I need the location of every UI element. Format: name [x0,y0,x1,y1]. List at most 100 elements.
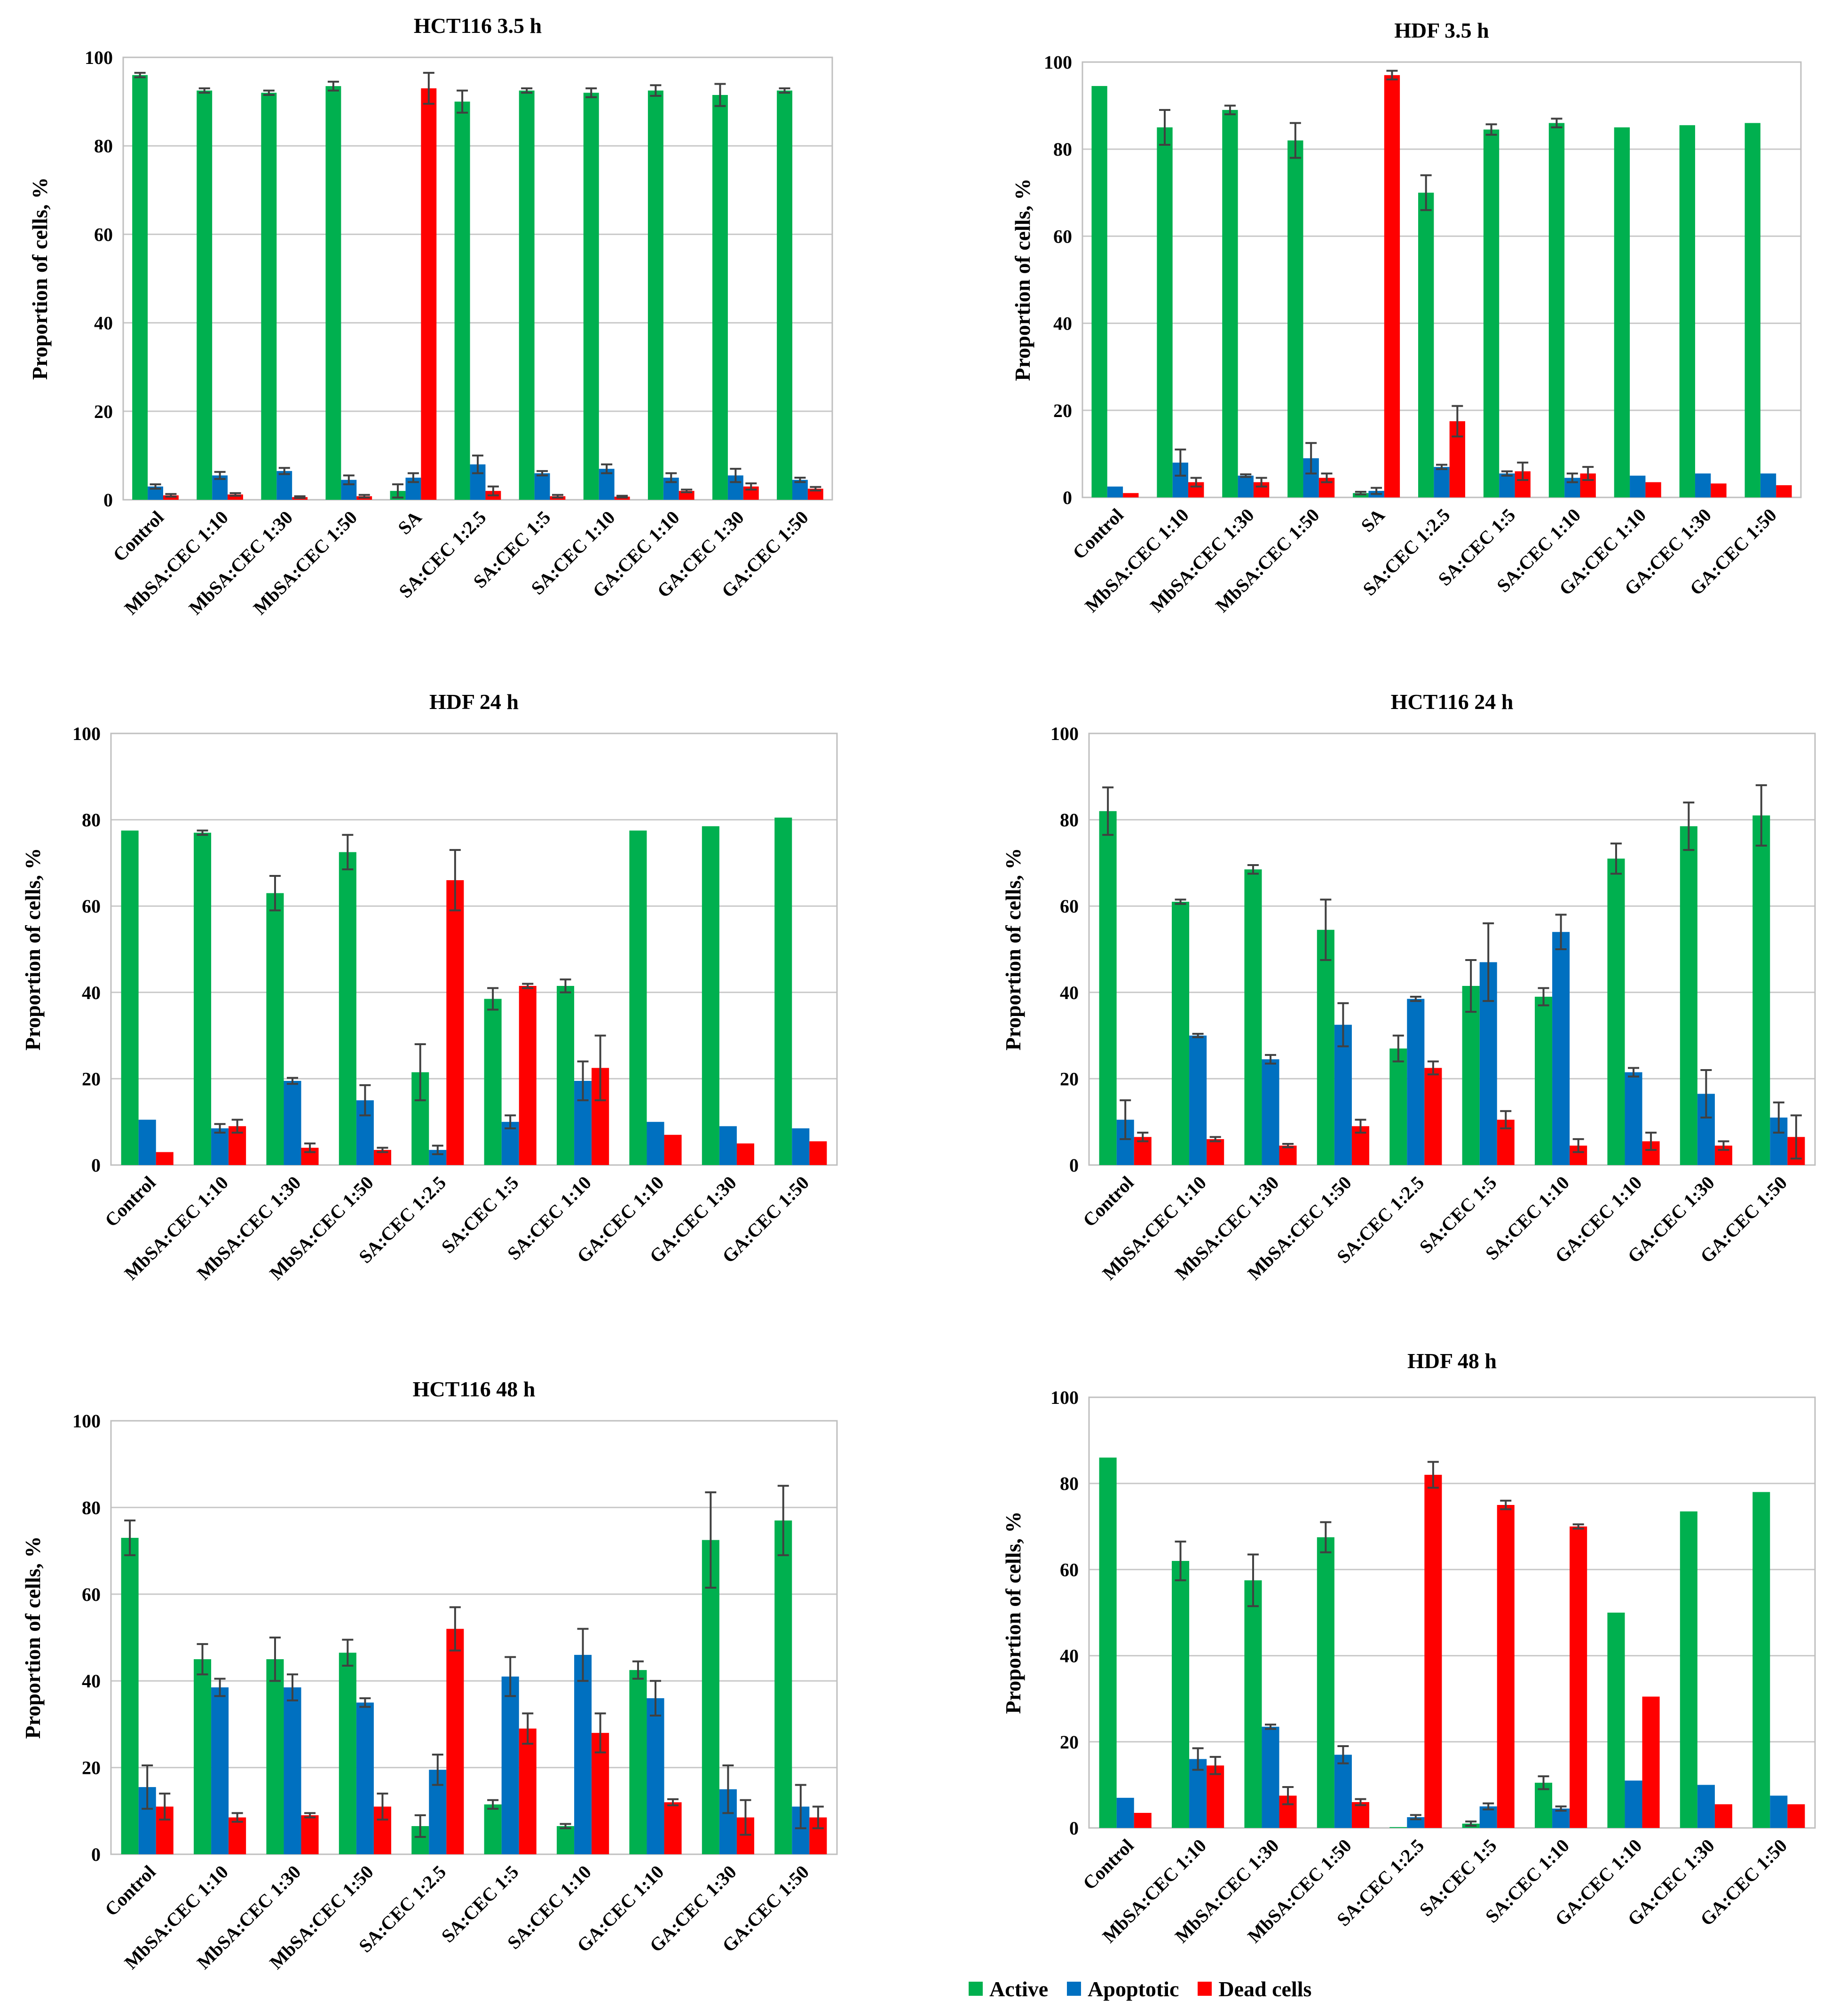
y-tick-label: 60 [82,896,101,917]
plot-frame [110,732,838,1166]
bar-apoptotic [1334,1024,1352,1165]
bar-apoptotic [356,1702,374,1854]
bar-dead [1642,1696,1660,1828]
y-tick-label: 40 [94,313,113,334]
bar-apoptotic [138,1119,156,1165]
y-tick-label: 40 [82,1670,101,1692]
y-tick-label: 0 [1069,1818,1079,1839]
y-tick-label: 80 [1060,810,1079,831]
bar-apoptotic [1334,1755,1352,1828]
bar-active [266,893,284,1165]
bar-dead [519,1728,537,1854]
legend-item-apoptotic: Apoptotic [1067,1977,1179,2001]
bar-apoptotic [284,1687,301,1854]
bar-dead [1351,1802,1369,1828]
bar-active [194,833,212,1165]
bar-active [121,830,139,1165]
bar-apoptotic [1107,486,1123,497]
plot-frame [110,1420,838,1855]
bar-apoptotic [1407,999,1425,1165]
bar-dead [228,494,243,500]
bar-active [1462,986,1480,1165]
y-tick-label: 20 [1060,1732,1079,1753]
bar-apoptotic [1499,473,1515,497]
bar-apoptotic [1262,1726,1279,1828]
y-tick-label: 80 [1060,1473,1079,1494]
bar-active [1752,1492,1770,1828]
chart-title: HDF 48 h [1407,1349,1497,1373]
bar-active [583,93,599,500]
bar-dead [1776,485,1792,497]
plot-frame [1088,732,1816,1166]
legend-item-dead: Dead cells [1198,1977,1311,2001]
chart-hct116_3_5h: 0 20 40 60 80 100 HCT116 3.5 h Proportion of ce… [28,14,833,619]
bar-active [1614,127,1630,497]
bar-dead [229,1817,246,1854]
bar-dead [1424,1474,1442,1828]
y-tick-label: 20 [82,1757,101,1779]
bar-dead [1134,1812,1152,1828]
bar-active [702,1540,719,1854]
bar-dead [421,88,437,500]
bar-active [519,90,535,500]
bar-active [1157,127,1173,497]
bar-apoptotic [1552,932,1570,1165]
bar-active [774,818,792,1165]
bar-apoptotic [1697,1785,1715,1828]
y-tick-label: 40 [1060,1646,1079,1667]
bar-active [454,102,470,500]
bar-active [1172,1561,1190,1828]
bar-dead [664,1802,682,1854]
x-category-label: Control [1068,504,1128,564]
legend-swatch-active [969,1982,983,1996]
y-tick-label: 0 [91,1844,101,1865]
bar-apoptotic [284,1080,301,1165]
bar-active [1287,140,1303,497]
bar-active [1752,815,1770,1165]
legend-label-dead: Dead cells [1218,1977,1312,2001]
bar-dead [736,1143,754,1165]
bar-dead [1424,1068,1442,1165]
y-tick-label: 80 [82,1497,101,1518]
bar-dead [807,488,823,500]
bar-apoptotic [1770,1796,1788,1828]
bar-apoptotic [1625,1072,1642,1165]
bar-active [557,986,575,1165]
y-axis-label: Proportion of cells, % [28,177,52,380]
bar-apoptotic [1760,473,1776,497]
y-tick-label: 80 [1053,139,1072,160]
bar-active [1317,929,1334,1165]
x-category-label: Control [101,1172,160,1231]
bar-active [1389,1048,1407,1165]
x-category-label: Control [1079,1172,1138,1231]
bar-active [1607,858,1625,1165]
y-tick-label: 100 [1050,723,1079,744]
bar-apoptotic [1262,1059,1279,1165]
legend-swatch-dead [1198,1982,1212,1996]
legend-item-active: Active [969,1977,1048,2001]
bar-active [1548,123,1565,497]
y-axis-label: Proportion of cells, % [21,848,45,1051]
bar-dead [1123,493,1139,497]
bar-apoptotic [792,480,808,500]
y-tick-label: 20 [94,401,113,422]
bar-apoptotic [1630,475,1646,497]
bar-dead [1570,1526,1587,1828]
chart-title: HCT116 24 h [1391,690,1514,714]
bar-dead [809,1141,827,1165]
y-tick-label: 60 [1053,226,1072,247]
y-tick-label: 0 [1069,1155,1079,1176]
bar-apoptotic [574,1654,592,1854]
y-tick-label: 80 [94,135,113,157]
chart-title: HCT116 3.5 h [414,14,542,38]
bar-dead [1714,1804,1732,1828]
x-category-label: Control [1079,1835,1138,1894]
legend: Active Apoptotic Dead cells [969,1970,1330,2008]
bar-apoptotic [1625,1780,1642,1828]
chart-hct116_24h: 0 20 40 60 80 100 HCT116 24 h Proportion of cel… [1001,690,1816,1284]
bar-active [197,90,213,500]
bar-active [647,90,663,500]
chart-hct116_48h: 0 20 40 60 80 100 HCT116 48 h Proportion of cel… [21,1377,838,1973]
y-tick-label: 0 [103,489,113,511]
